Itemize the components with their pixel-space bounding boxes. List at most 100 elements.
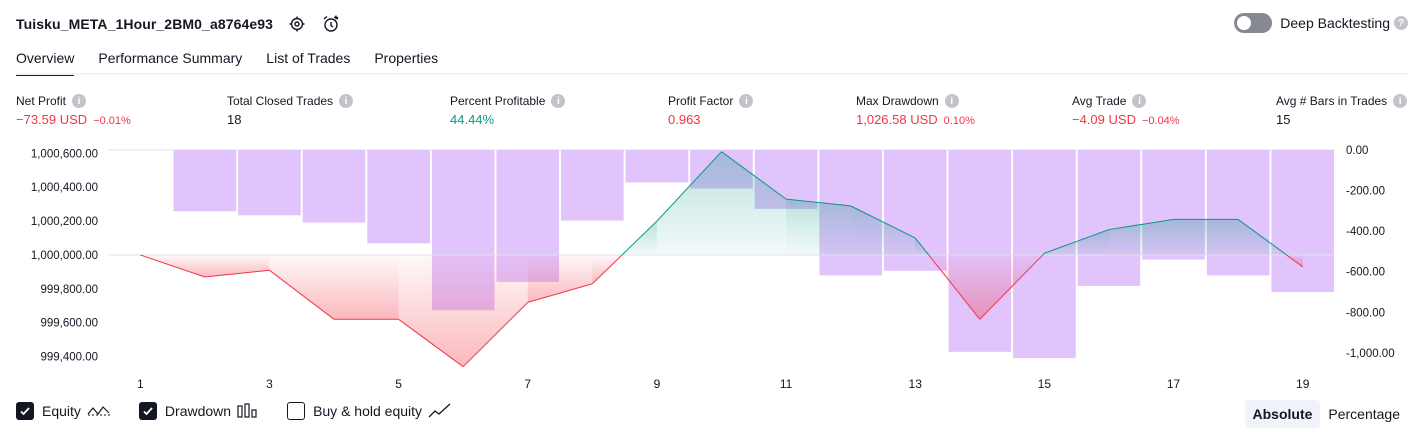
deep-backtesting: Deep Backtesting ? <box>1234 13 1408 33</box>
equity-line-segment <box>979 254 1044 320</box>
info-icon[interactable]: i <box>551 94 566 108</box>
left-axis-tick-label: 999,600.00 <box>40 318 98 330</box>
equity-line-segment <box>1237 219 1287 256</box>
tab-list-of-trades[interactable]: List of Trades <box>266 50 351 66</box>
strategy-title: Tuisku_META_1Hour_2BM0_a8764e93 <box>16 16 274 32</box>
equity-area-segment <box>850 205 916 255</box>
metric-avg-trade: Avg Trade i −4.09 USD −0.04% <box>1072 94 1180 127</box>
metric-percent: −0.04% <box>1141 115 1180 127</box>
metric-value: −4.09 USD <box>1072 112 1136 127</box>
legend-equity[interactable]: Equity <box>16 402 111 420</box>
equity-area-segment <box>592 254 623 284</box>
equity-line-segment <box>398 318 464 368</box>
x-axis-tick-label: 1 <box>137 377 144 391</box>
metric-max-drawdown: Max Drawdown i 1,026.58 USD 0.10% <box>856 94 975 127</box>
gear-icon[interactable] <box>287 14 307 34</box>
metric-value: 44.44% <box>450 112 495 127</box>
toggle-knob <box>1237 16 1252 30</box>
add-alert-icon[interactable] <box>321 14 341 34</box>
metric-label: Max Drawdown <box>856 94 939 108</box>
equity-line-segment <box>1044 229 1110 254</box>
drawdown-bar <box>948 150 1012 352</box>
mode-absolute-button[interactable]: Absolute <box>1244 400 1321 428</box>
equity-drawdown-chart: 1,000,600.00 1,000,400.00 1,000,200.00 1,00… <box>31 145 1395 391</box>
metric-avg-bars-in-trades: Avg # Bars in Trades i 15 <box>1276 94 1408 127</box>
metric-value: −73.59 USD <box>16 112 88 127</box>
info-icon[interactable]: i <box>72 94 87 108</box>
x-axis-tick-label: 15 <box>1038 377 1052 391</box>
metric-total-closed-trades: Total Closed Trades i 18 <box>227 94 354 127</box>
chart-legend: Equity Drawdown Buy & hold equity <box>16 402 480 420</box>
equity-line-segment <box>1286 254 1304 268</box>
info-icon[interactable]: i <box>1132 94 1147 108</box>
tab-properties[interactable]: Properties <box>374 50 439 66</box>
drawdown-bar <box>173 150 237 212</box>
metric-label: Avg # Bars in Trades <box>1276 94 1388 108</box>
equity-line-segment <box>591 254 623 285</box>
metric-value: 0.963 <box>668 112 701 127</box>
drawdown-bar <box>561 150 624 221</box>
metric-percent: 0.10% <box>943 115 975 127</box>
equity-line-segment <box>204 269 270 278</box>
drawdown-bar <box>1271 150 1334 292</box>
deep-backtesting-toggle[interactable] <box>1234 13 1273 33</box>
equity-line-segment <box>850 205 916 239</box>
right-axis-tick-label: -1,000.00 <box>1346 348 1395 360</box>
left-axis-tick-label: 1,000,000.00 <box>31 250 98 262</box>
tab-overview[interactable]: Overview <box>16 46 75 76</box>
metric-profit-factor: Profit Factor i 0.963 <box>668 94 754 127</box>
x-axis-tick-label: 11 <box>780 377 793 391</box>
right-axis-tick-label: -400.00 <box>1346 226 1385 238</box>
left-axis-tick-label: 999,400.00 <box>40 352 98 364</box>
equity-line-segment <box>914 237 930 256</box>
x-axis-tick-label: 9 <box>654 377 661 391</box>
equity-line-segment <box>1108 218 1174 231</box>
line-wave-icon <box>87 403 111 419</box>
info-icon[interactable]: i <box>1393 94 1408 108</box>
x-axis-tick-label: 7 <box>524 377 531 391</box>
x-axis-tick-label: 5 <box>395 377 402 391</box>
legend-drawdown[interactable]: Drawdown <box>138 402 259 420</box>
mode-percentage-button[interactable]: Percentage <box>1328 406 1400 422</box>
left-axis-tick-label: 1,000,200.00 <box>31 216 98 228</box>
right-axis-tick-label: 0.00 <box>1346 145 1368 157</box>
drawdown-bar <box>1077 150 1141 286</box>
equity-line-segment <box>721 151 787 200</box>
checkbox-unchecked-icon[interactable] <box>287 402 306 420</box>
equity-area-segment <box>527 254 593 303</box>
metric-value: 18 <box>227 112 242 127</box>
metric-value: 1,026.58 USD <box>856 112 938 127</box>
equity-line-segment <box>621 220 658 256</box>
metric-percent-profitable: Percent Profitable i 44.44% <box>450 94 566 127</box>
legend-drawdown-label: Drawdown <box>164 403 232 419</box>
info-icon[interactable]: i <box>739 94 754 108</box>
legend-buy-hold[interactable]: Buy & hold equity <box>287 402 452 420</box>
equity-line-segment <box>928 254 981 320</box>
x-axis-tick-label: 13 <box>909 377 923 391</box>
equity-area-segment <box>269 254 335 320</box>
equity-area-segment <box>1173 219 1239 255</box>
drawdown-bar <box>238 150 301 216</box>
right-axis-tick-label: -600.00 <box>1346 267 1385 279</box>
help-icon[interactable]: ? <box>1394 16 1408 30</box>
x-axis-tick-label: 19 <box>1296 377 1310 391</box>
equity-line-segment <box>1042 252 1045 256</box>
view-mode-switch: Absolute Percentage <box>1244 400 1409 428</box>
info-icon[interactable]: i <box>339 94 354 108</box>
info-icon[interactable]: i <box>944 94 959 108</box>
equity-area-segment <box>398 254 464 367</box>
equity-line-segment <box>462 302 529 368</box>
equity-area-segment <box>334 254 399 320</box>
drawdown-bar <box>1206 150 1270 276</box>
checkbox-checked-icon[interactable] <box>138 402 157 420</box>
metric-percent: −0.01% <box>93 115 131 127</box>
metric-label: Percent Profitable <box>450 94 546 108</box>
drawdown-bar <box>302 150 366 223</box>
trend-line-icon <box>428 403 452 419</box>
deep-backtesting-label: Deep Backtesting <box>1280 15 1390 31</box>
metric-label: Net Profit <box>16 94 67 108</box>
bar-columns-icon <box>237 403 259 419</box>
checkbox-checked-icon[interactable] <box>16 402 34 420</box>
equity-line-segment <box>269 269 335 320</box>
tab-performance-summary[interactable]: Performance Summary <box>98 50 243 66</box>
